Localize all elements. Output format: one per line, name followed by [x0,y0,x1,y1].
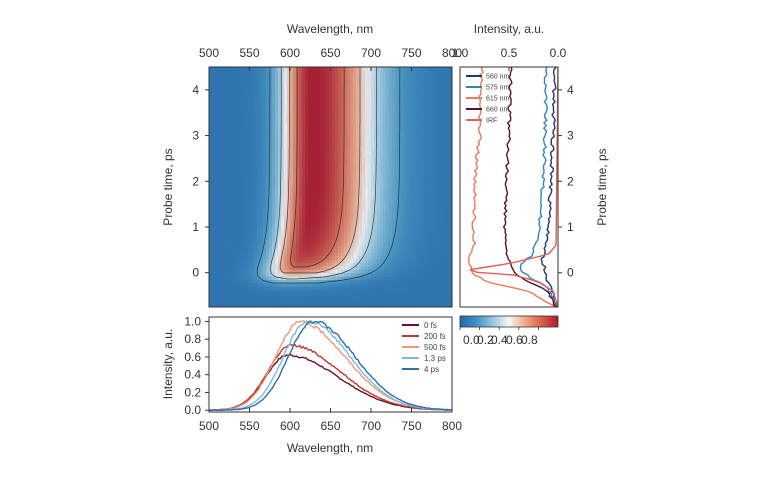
heatmap-panel: 500 550 600 650 700 750 800 01234 Wavelength, … [161,22,462,308]
